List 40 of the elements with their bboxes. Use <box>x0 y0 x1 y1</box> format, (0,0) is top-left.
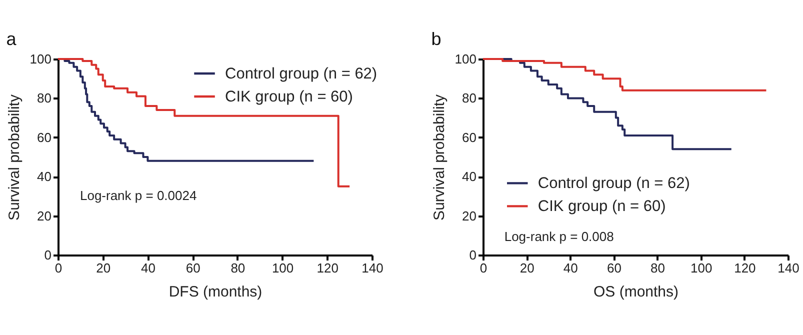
x-axis-title: OS (months) <box>593 284 679 300</box>
x-tick-label: 0 <box>480 260 488 276</box>
y-tick-label: 40 <box>37 169 52 184</box>
y-axis-title: Survival probability <box>6 94 23 220</box>
x-tick-label: 20 <box>96 260 111 276</box>
annotation: Log-rank p = 0.008 <box>504 229 614 244</box>
y-tick-label: 20 <box>37 208 52 224</box>
legend-label: CIK group (n = 60) <box>538 198 666 216</box>
x-tick-label: 0 <box>54 260 62 276</box>
x-tick-label: 140 <box>778 260 800 276</box>
y-tick-label: 80 <box>37 90 52 106</box>
chart-title: b <box>431 29 442 49</box>
legend-label: CIK group (n = 60) <box>225 88 353 106</box>
legend-label: Control group (n = 62) <box>538 175 690 192</box>
y-tick-label: 80 <box>462 90 476 106</box>
y-tick-label: 60 <box>37 130 52 145</box>
y-tick-label: 60 <box>462 130 476 145</box>
x-tick-label: 40 <box>140 260 156 276</box>
x-axis-title: DFS (months) <box>168 284 262 300</box>
y-tick-label: 100 <box>30 52 52 66</box>
x-tick-label: 60 <box>186 260 200 276</box>
x-tick-label: 40 <box>563 260 578 276</box>
y-axis-title: Survival probability <box>430 94 448 220</box>
x-tick-label: 140 <box>362 260 384 276</box>
annotation: Log-rank p = 0.0024 <box>80 188 197 204</box>
y-tick-label: 100 <box>454 52 476 66</box>
chart-title: a <box>6 29 18 49</box>
x-tick-label: 20 <box>520 260 534 276</box>
x-tick-label: 80 <box>650 260 666 276</box>
y-tick-label: 0 <box>44 248 52 262</box>
x-tick-label: 100 <box>690 260 712 276</box>
x-tick-label: 120 <box>734 260 756 276</box>
x-tick-label: 80 <box>230 260 246 276</box>
x-tick-label: 100 <box>272 260 294 276</box>
x-tick-label: 120 <box>316 260 338 276</box>
x-tick-label: 60 <box>606 260 622 276</box>
y-tick-label: 40 <box>462 169 476 184</box>
y-tick-label: 0 <box>469 248 476 262</box>
y-tick-label: 20 <box>462 208 476 224</box>
legend-label: Control group (n = 62) <box>225 66 378 82</box>
